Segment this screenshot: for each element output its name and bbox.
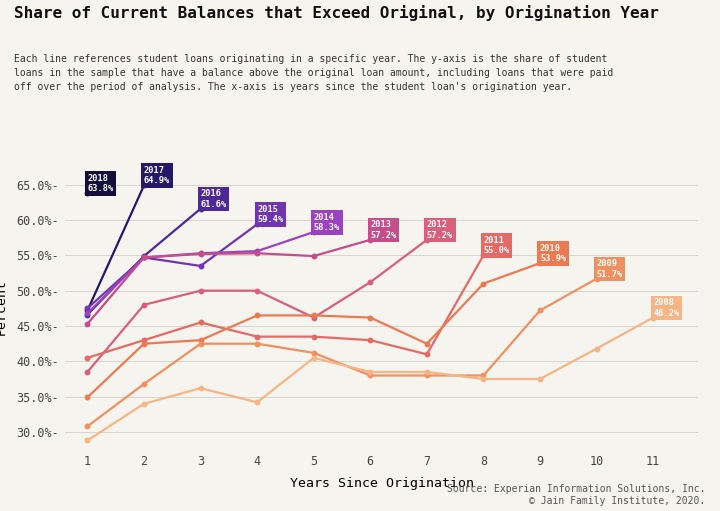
Text: Source: Experian Information Solutions, Inc.
© Jain Family Institute, 2020.: Source: Experian Information Solutions, … bbox=[447, 484, 706, 506]
Text: Share of Current Balances that Exceed Original, by Origination Year: Share of Current Balances that Exceed Or… bbox=[14, 5, 660, 21]
Text: 2016
61.6%: 2016 61.6% bbox=[201, 190, 227, 208]
Y-axis label: Percent: Percent bbox=[0, 278, 8, 335]
Text: 2012
57.2%: 2012 57.2% bbox=[427, 220, 453, 240]
Text: 2011
55.0%: 2011 55.0% bbox=[483, 236, 510, 256]
X-axis label: Years Since Origination: Years Since Origination bbox=[289, 477, 474, 490]
Text: Each line references student loans originating in a specific year. The y-axis is: Each line references student loans origi… bbox=[14, 54, 613, 91]
Text: 2017
64.9%: 2017 64.9% bbox=[144, 166, 170, 185]
Text: 2009
51.7%: 2009 51.7% bbox=[597, 259, 623, 278]
Text: 2013
57.2%: 2013 57.2% bbox=[370, 220, 397, 240]
Text: 2015
59.4%: 2015 59.4% bbox=[257, 205, 284, 224]
Text: 2008
46.2%: 2008 46.2% bbox=[653, 298, 680, 317]
Text: 2010
53.9%: 2010 53.9% bbox=[540, 244, 566, 263]
Text: 2014
58.3%: 2014 58.3% bbox=[314, 213, 340, 232]
Text: 2018
63.8%: 2018 63.8% bbox=[87, 174, 114, 193]
